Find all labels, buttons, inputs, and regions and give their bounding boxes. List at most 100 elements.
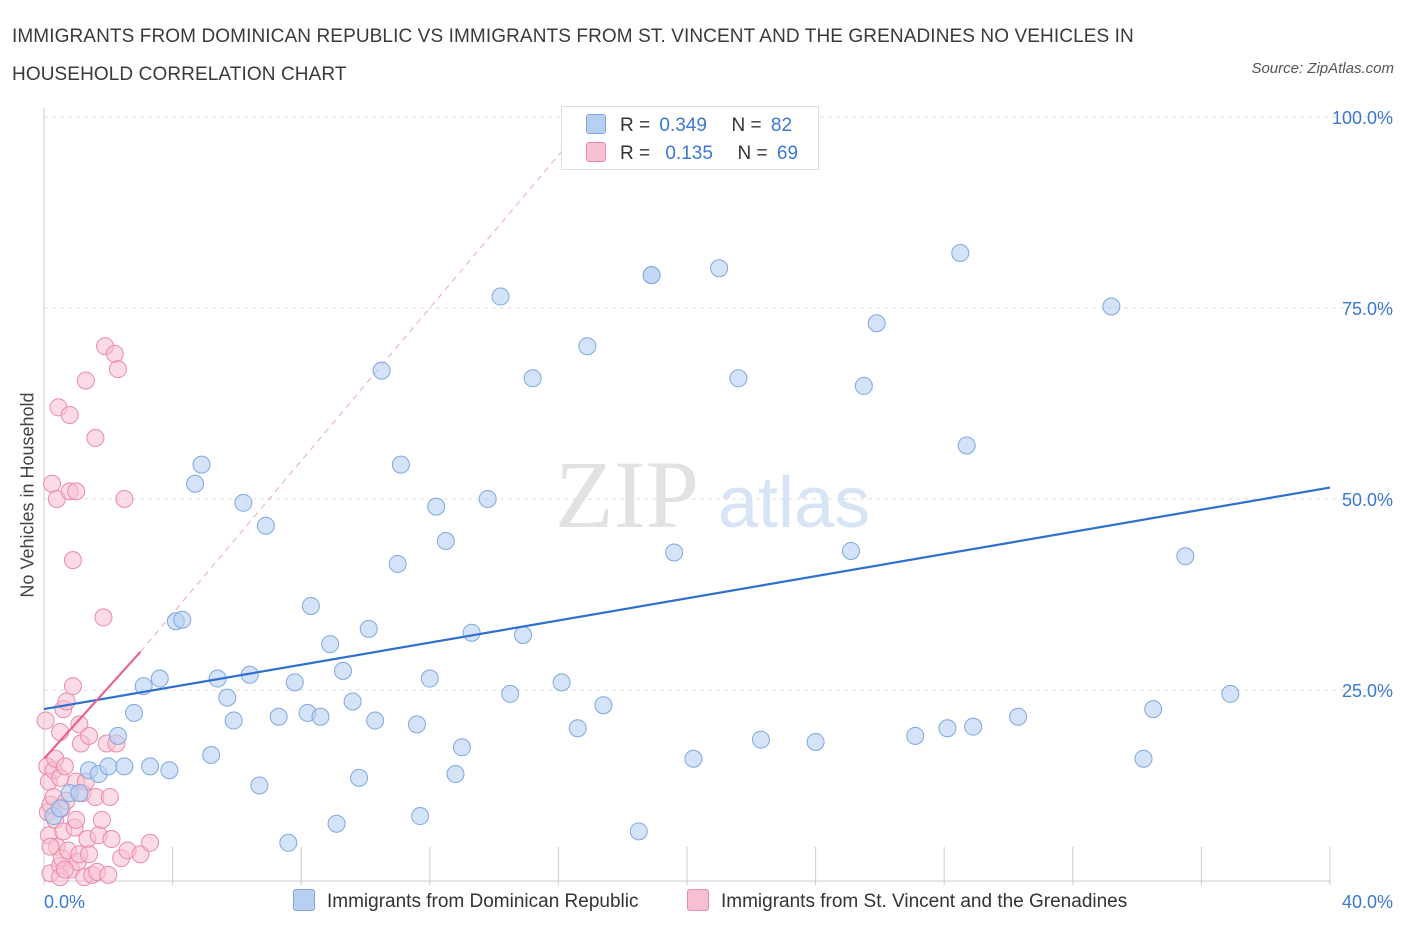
legend-n-value: 82: [770, 115, 793, 136]
blue-point: [150, 669, 169, 688]
blue-point: [343, 692, 362, 711]
pink-point: [108, 360, 127, 379]
blue-point: [964, 717, 983, 736]
pink-point: [67, 482, 86, 501]
y-tick-label: 100.0%: [1332, 108, 1393, 128]
blue-point: [301, 596, 320, 615]
blue-point: [523, 369, 542, 388]
pink-trend-line: [43, 651, 142, 760]
pink-point: [115, 490, 134, 508]
blue-point: [427, 497, 446, 516]
blue-point: [957, 436, 976, 455]
blue-point: [452, 738, 471, 757]
blue-point: [51, 799, 70, 818]
legend-swatch-blue: [586, 114, 606, 134]
watermark: ZIP atlas: [555, 441, 870, 548]
pink-point: [92, 810, 111, 829]
y-tick-label: 25.0%: [1342, 681, 1393, 701]
blue-point: [407, 715, 426, 734]
pink-point: [105, 344, 124, 363]
pink-point: [55, 757, 74, 776]
blue-point: [446, 765, 465, 784]
legend-swatch-pink: [586, 142, 606, 162]
blue-point: [279, 833, 298, 852]
y-tick-label: 75.0%: [1342, 299, 1393, 319]
blue-point: [1134, 749, 1153, 768]
legend-n-value: 69: [776, 143, 799, 164]
blue-point: [125, 703, 144, 722]
series-swatch-pink: [687, 889, 709, 911]
tick-labels: 25.0% 50.0% 75.0% 100.0% 0.0% 40.0%: [44, 108, 1393, 912]
blue-point: [1176, 547, 1195, 566]
pink-point: [43, 474, 62, 493]
blue-point: [1221, 684, 1240, 703]
pink-point: [57, 692, 76, 711]
blue-point: [854, 376, 873, 395]
pink-point: [55, 860, 74, 879]
series-label-pink: Immigrants from St. Vincent and the Gren…: [721, 891, 1128, 912]
pink-point: [94, 608, 113, 627]
blue-point: [594, 696, 613, 715]
blue-point: [311, 707, 330, 726]
blue-point: [391, 455, 410, 474]
blue-point: [578, 337, 597, 356]
blue-point: [568, 719, 587, 738]
legend-n-label: N =: [737, 143, 768, 164]
pink-trend-extension: [139, 116, 592, 653]
blue-point: [366, 711, 385, 730]
blue-point: [1144, 700, 1163, 719]
blue-point: [192, 455, 211, 474]
blue-point: [1102, 297, 1121, 316]
blue-point: [729, 369, 748, 388]
legend-row-blue: R = 0.349 N = 82: [586, 114, 792, 137]
blue-point: [514, 625, 533, 644]
blue-point: [462, 623, 481, 642]
blue-point: [388, 554, 407, 573]
blue-point: [256, 516, 275, 535]
blue-point: [333, 661, 352, 680]
pink-point: [80, 726, 99, 745]
blue-point: [806, 732, 825, 751]
blue-point: [951, 243, 970, 262]
legend-r-label: R =: [620, 143, 651, 164]
pink-point: [99, 865, 118, 884]
blue-point: [269, 707, 288, 726]
pink-point: [36, 711, 55, 730]
watermark-zip: ZIP: [555, 441, 699, 548]
blue-point: [70, 784, 89, 803]
blue-point: [99, 757, 118, 776]
blue-point: [202, 745, 221, 764]
watermark-atlas: atlas: [718, 463, 870, 543]
blue-point: [684, 749, 703, 768]
blue-trend-line: [43, 486, 1331, 711]
pink-point: [100, 787, 119, 806]
series-legend-blue: Immigrants from Dominican Republic: [293, 889, 639, 913]
blue-points: [44, 243, 1240, 852]
correlation-legend: R = 0.349 N = 82 R = 0.135 N = 69: [561, 106, 819, 170]
pink-point: [80, 845, 99, 864]
blue-point: [173, 610, 192, 629]
blue-point: [491, 287, 510, 306]
x-tick-label: 0.0%: [44, 892, 85, 912]
pink-point: [60, 405, 79, 424]
blue-point: [710, 259, 729, 278]
legend-row-pink: R = 0.135 N = 69: [586, 142, 798, 165]
blue-point: [906, 726, 925, 745]
axes: [43, 108, 1331, 885]
blue-point: [224, 711, 243, 730]
blue-point: [321, 635, 340, 654]
blue-point: [751, 730, 770, 749]
series-legend-pink: Immigrants from St. Vincent and the Gren…: [687, 889, 1127, 913]
blue-point: [629, 822, 648, 841]
blue-point: [186, 474, 205, 493]
blue-point: [359, 619, 378, 638]
blue-point: [841, 541, 860, 560]
legend-n-label: N =: [731, 115, 762, 136]
pink-point: [41, 837, 60, 856]
y-axis-label: No Vehicles in Household: [17, 392, 38, 598]
blue-point: [436, 532, 455, 551]
blue-point: [108, 726, 127, 745]
blue-point: [234, 493, 253, 512]
pink-point: [86, 428, 105, 447]
